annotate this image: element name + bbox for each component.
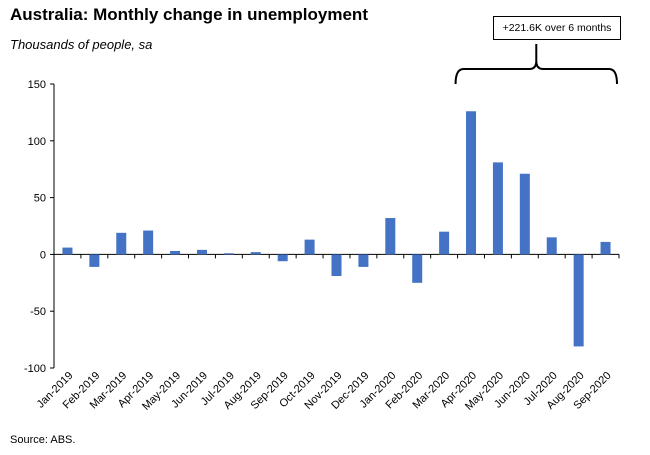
bar xyxy=(358,254,369,267)
bar xyxy=(116,232,127,255)
bar xyxy=(412,254,423,283)
bar xyxy=(196,249,207,255)
bar xyxy=(62,247,73,255)
source-note: Source: ABS. xyxy=(10,434,76,446)
y-tick-label: 50 xyxy=(34,193,46,205)
bar xyxy=(89,254,100,267)
y-tick-label: 0 xyxy=(40,249,46,261)
chart-subtitle: Thousands of people, sa xyxy=(10,37,153,52)
bar xyxy=(439,231,450,255)
y-tick-label: -100 xyxy=(24,363,46,375)
bar xyxy=(385,218,396,255)
bar xyxy=(466,111,477,255)
bar xyxy=(277,254,288,262)
y-tick-label: -50 xyxy=(30,306,46,318)
bar xyxy=(250,252,261,255)
bar xyxy=(331,254,342,276)
bar xyxy=(304,239,315,255)
bar xyxy=(519,173,530,255)
annotation-text: +221.6K over 6 months xyxy=(502,22,612,34)
y-tick-label: 150 xyxy=(28,79,46,91)
bar xyxy=(223,253,234,255)
bar xyxy=(573,254,584,347)
y-tick-label: 100 xyxy=(28,136,46,148)
bar xyxy=(492,162,503,255)
bar xyxy=(600,241,611,255)
bar xyxy=(170,250,181,255)
chart-title: Australia: Monthly change in unemploymen… xyxy=(10,5,368,24)
bar xyxy=(143,230,154,255)
bar xyxy=(546,237,557,255)
annotation-box: +221.6K over 6 months xyxy=(493,16,621,40)
annotation-bracket xyxy=(454,44,618,85)
